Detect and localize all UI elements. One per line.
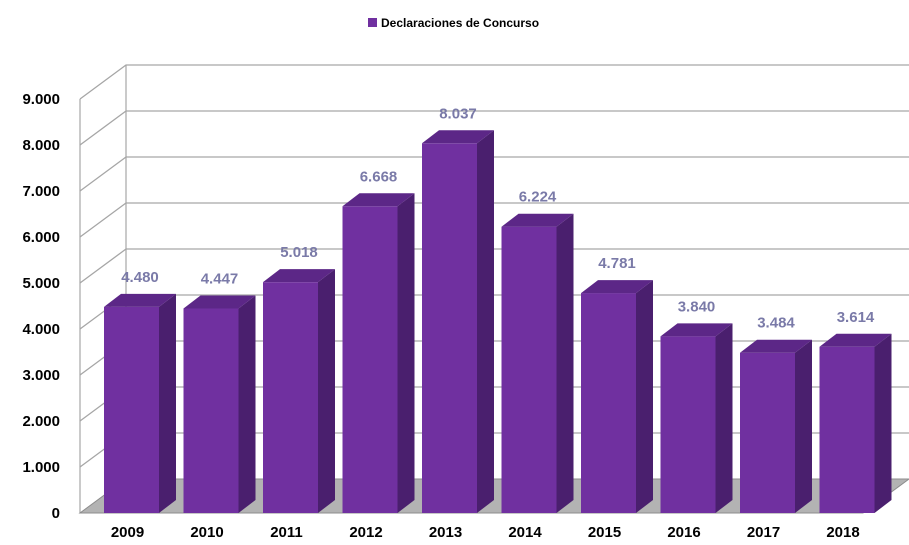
bar-front (422, 143, 477, 513)
y-axis-ticks: 0 1.000 2.000 3.000 4.000 5.000 6.000 7.000 8.00… (22, 91, 60, 522)
bar-front (183, 308, 239, 513)
y-tick-label: 2.000 (22, 413, 60, 430)
y-tick-label: 9.000 (22, 91, 60, 108)
bar-top (660, 323, 733, 337)
bar-front (740, 352, 795, 513)
data-label: 8.037 (439, 105, 477, 122)
data-label: 3.484 (757, 315, 795, 332)
gridline (79, 248, 909, 284)
bar-top (581, 280, 653, 294)
bar-top (422, 130, 494, 144)
bar-front (581, 293, 636, 513)
bar-side (556, 213, 574, 514)
bar-side (874, 333, 892, 513)
gridline (79, 156, 909, 192)
y-tick-label: 6.000 (22, 229, 60, 246)
bar (740, 339, 812, 513)
bar-side (159, 293, 176, 513)
bar-top (342, 193, 415, 207)
y-tick-label: 3.000 (22, 367, 60, 384)
x-axis-ticks: 2009 2010 2011 2012 2013 2014 2015 2016 2017 2018 (111, 524, 860, 541)
bar-front (104, 306, 159, 513)
legend-swatch (368, 18, 377, 27)
x-tick-label: 2014 (508, 524, 542, 541)
bar-top (740, 339, 812, 353)
x-tick-label: 2010 (190, 524, 223, 541)
data-label: 4.480 (121, 269, 159, 286)
x-tick-label: 2018 (826, 524, 859, 541)
data-label: 4.447 (201, 270, 239, 287)
bar-top (263, 269, 335, 283)
bar (104, 293, 176, 513)
bar (263, 269, 335, 513)
bar-front (660, 336, 716, 513)
bar-top (819, 333, 892, 347)
bar (183, 295, 256, 513)
gridline (79, 110, 909, 146)
bar-side (318, 269, 335, 513)
y-tick-label: 0 (52, 505, 60, 522)
y-tick-label: 4.000 (22, 321, 60, 338)
bar (501, 213, 574, 514)
data-label: 6.224 (519, 189, 557, 206)
bar-side (795, 339, 812, 513)
y-tick-label: 1.000 (22, 459, 60, 476)
gridline (79, 202, 909, 238)
legend-label: Declaraciones de Concurso (381, 16, 539, 30)
x-tick-label: 2016 (667, 524, 700, 541)
legend: Declaraciones de Concurso (368, 16, 539, 30)
data-label: 3.840 (678, 298, 716, 315)
y-tick-label: 5.000 (22, 275, 60, 292)
bar (660, 323, 733, 513)
data-label: 5.018 (280, 244, 318, 261)
bar-top (183, 295, 256, 309)
data-label: 4.781 (598, 255, 636, 272)
data-label: 3.614 (837, 309, 875, 326)
bar-top (104, 293, 176, 307)
y-tick-label: 8.000 (22, 137, 60, 154)
gridline (79, 64, 909, 100)
bar-front (819, 346, 875, 513)
bar-side (477, 130, 494, 513)
data-label: 6.668 (360, 168, 398, 185)
bar (819, 333, 892, 513)
data-labels: 4.480 4.447 5.018 6.668 8.037 6.224 4.781 3.840… (121, 105, 875, 331)
bar-front (263, 282, 318, 513)
bars (104, 130, 892, 514)
bar-top (501, 213, 574, 227)
x-tick-label: 2009 (111, 524, 144, 541)
bar (581, 280, 653, 513)
bar-front (342, 206, 398, 513)
bar (342, 193, 415, 513)
bar-side (636, 280, 653, 513)
y-tick-label: 7.000 (22, 183, 60, 200)
x-tick-label: 2011 (270, 524, 303, 541)
x-tick-label: 2017 (747, 524, 780, 541)
bar-front (501, 226, 557, 514)
x-tick-label: 2015 (588, 524, 621, 541)
x-tick-label: 2012 (349, 524, 382, 541)
bar-side (715, 323, 733, 513)
bar-side (397, 193, 415, 513)
bar-side (238, 295, 256, 513)
bar (422, 130, 494, 513)
x-tick-label: 2013 (429, 524, 462, 541)
